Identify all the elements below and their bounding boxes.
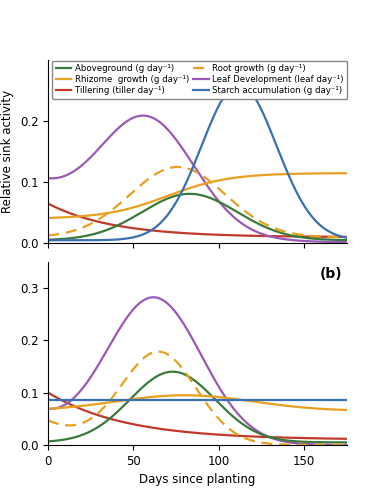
Y-axis label: Relative sink activity: Relative sink activity: [1, 90, 14, 213]
X-axis label: Days since planting: Days since planting: [139, 474, 256, 486]
Legend: Aboveground (g day⁻¹), Rhizome  growth (g day⁻¹), Tillering (tiller day⁻¹), Root: Aboveground (g day⁻¹), Rhizome growth (g…: [52, 60, 347, 99]
Text: (a): (a): [320, 66, 342, 80]
Text: (b): (b): [320, 267, 342, 281]
